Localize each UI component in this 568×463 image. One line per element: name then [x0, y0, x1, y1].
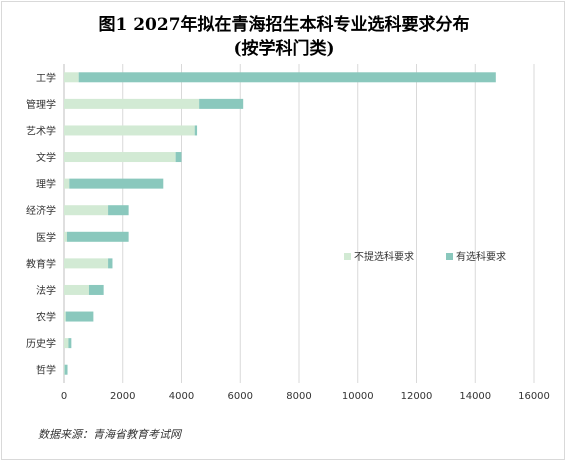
category-label: 工学 [36, 71, 56, 84]
bar-segment-no-requirement [64, 284, 89, 295]
bar-segment-no-requirement [64, 125, 195, 136]
legend-swatch [344, 253, 351, 260]
category-label: 教育学 [26, 257, 56, 270]
grid-lines [63, 64, 535, 383]
category-label: 法学 [36, 284, 56, 297]
x-tick-label: 14000 [459, 391, 491, 402]
category-label: 经济学 [26, 204, 56, 217]
bar-segment-has-requirement [64, 364, 68, 375]
bar-segment-no-requirement [64, 311, 66, 322]
x-tick-label: 8000 [286, 391, 311, 402]
legend-label: 不提选科要求 [354, 250, 414, 263]
category-label: 理学 [36, 178, 56, 191]
legend: 不提选科要求 有选科要求 [344, 250, 506, 263]
bar-segment-no-requirement [64, 152, 176, 163]
bar-segment-has-requirement [108, 258, 113, 269]
bar-segment-has-requirement [65, 311, 94, 322]
x-tick-label: 2000 [110, 391, 135, 402]
bar-segment-has-requirement [175, 152, 182, 163]
bar-segment-has-requirement [66, 231, 129, 242]
x-tick-label: 10000 [342, 391, 374, 402]
bar-segment-no-requirement [64, 178, 70, 189]
category-label: 文学 [36, 151, 56, 164]
data-source-note: 数据来源：青海省教育考试网 [38, 428, 181, 441]
chart-title-line2: (按学科门类) [233, 39, 335, 59]
bar-segment-no-requirement [64, 258, 109, 269]
bar-segment-no-requirement [64, 98, 200, 109]
bar-segment-no-requirement [64, 338, 69, 349]
bar-segment-no-requirement [64, 364, 65, 375]
bar-segment-no-requirement [64, 231, 67, 242]
x-tick-label: 6000 [228, 391, 253, 402]
bar-segment-has-requirement [68, 338, 72, 349]
bar-segment-no-requirement [64, 205, 109, 216]
category-label: 医学 [36, 231, 56, 244]
x-tick-label: 16000 [518, 391, 550, 402]
category-label: 历史学 [26, 337, 56, 350]
category-label: 艺术学 [26, 124, 56, 137]
chart-title-line1: 图1 2027年拟在青海招生本科专业选科要求分布 [98, 15, 470, 35]
category-label: 哲学 [36, 364, 56, 377]
x-tick-labels: 0 2000 4000 6000 8000 10000 12000 14000 16000 [61, 391, 550, 402]
bar-segment-has-requirement [194, 125, 198, 136]
x-tick-label: 4000 [169, 391, 194, 402]
bars [64, 72, 496, 375]
category-label: 管理学 [26, 98, 56, 111]
x-tick-label: 12000 [401, 391, 433, 402]
legend-swatch [446, 253, 453, 260]
bar-segment-has-requirement [69, 178, 164, 189]
x-tick-label: 0 [61, 391, 67, 402]
bar-segment-no-requirement [64, 72, 79, 83]
category-label: 农学 [36, 311, 56, 324]
bar-segment-has-requirement [199, 98, 244, 109]
bar-segment-has-requirement [88, 284, 104, 295]
bar-segment-has-requirement [78, 72, 496, 83]
legend-label: 有选科要求 [456, 250, 506, 263]
bar-segment-has-requirement [108, 205, 129, 216]
